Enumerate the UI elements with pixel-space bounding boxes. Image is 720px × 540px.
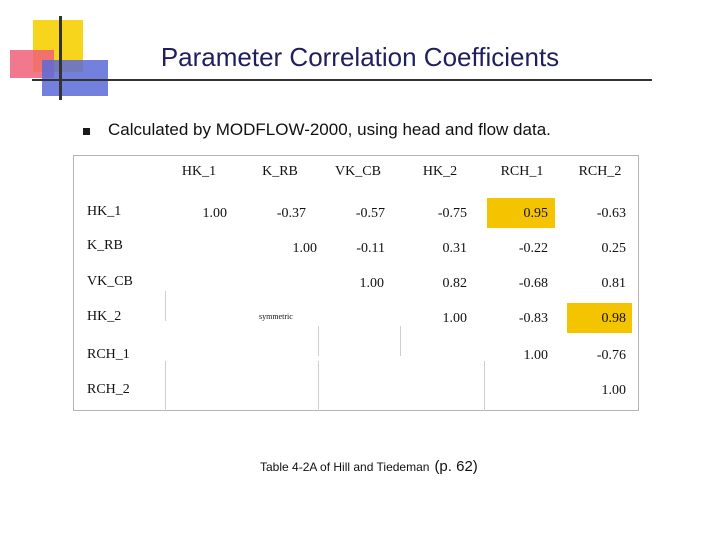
cell-hk1-vkcb: -0.57 <box>355 206 385 221</box>
row-header-rch1: RCH_1 <box>87 347 130 362</box>
column-header-rch1: RCH_1 <box>500 164 544 179</box>
column-header-rch2: RCH_2 <box>578 164 622 179</box>
row-header-vkcb: VK_CB <box>87 274 133 289</box>
row-header-hk2: HK_2 <box>87 309 122 324</box>
page-title: Parameter Correlation Coefficients <box>160 42 560 72</box>
cell-hk2-hk2: 1.00 <box>442 311 468 326</box>
grid-divider <box>165 291 166 321</box>
cell-hk1-hk1: 1.00 <box>202 206 228 221</box>
cell-rch2-rch2: 1.00 <box>601 383 627 398</box>
row-header-rch2: RCH_2 <box>87 382 130 397</box>
cell-vkcb-rch2: 0.81 <box>601 276 627 291</box>
caption-page: (p. 62) <box>434 458 478 475</box>
cell-rch1-rch1: 1.00 <box>523 348 549 363</box>
decor-horizontal-line <box>32 79 652 81</box>
cell-krb-vkcb: -0.11 <box>356 241 385 256</box>
grid-divider <box>165 361 166 411</box>
cell-hk2-rch1: -0.83 <box>518 311 548 326</box>
cell-hk2-rch2: 0.98 <box>601 311 627 326</box>
column-header-hk2: HK_2 <box>422 164 458 179</box>
symmetric-note: symmetric <box>259 312 293 321</box>
cell-rch1-rch2: -0.76 <box>596 348 626 363</box>
cell-krb-rch1: -0.22 <box>518 241 548 256</box>
cell-krb-hk2: 0.31 <box>442 241 468 256</box>
correlation-table: HK_1 K_RB VK_CB HK_2 RCH_1 RCH_2 HK_1 K_… <box>73 155 639 411</box>
decor-blue-bar <box>42 60 108 96</box>
cell-hk1-rch2: -0.63 <box>596 206 626 221</box>
cell-hk1-krb: -0.37 <box>276 206 306 221</box>
cell-krb-krb: 1.00 <box>292 241 318 256</box>
grid-divider <box>484 361 485 411</box>
bullet-marker <box>83 128 90 135</box>
grid-divider <box>318 326 319 356</box>
highlight-cell-hk2-rch2 <box>567 303 632 333</box>
highlight-cell-hk1-rch1 <box>487 198 555 228</box>
decor-vertical-line <box>59 16 62 100</box>
column-header-krb: K_RB <box>262 164 298 179</box>
column-header-hk1: HK_1 <box>181 164 217 179</box>
grid-divider <box>318 361 319 411</box>
row-header-krb: K_RB <box>87 238 123 253</box>
caption-text: Table 4-2A of Hill and Tiedeman <box>260 460 430 474</box>
bullet-text: Calculated by MODFLOW-2000, using head a… <box>108 120 551 139</box>
cell-hk1-rch1: 0.95 <box>523 206 549 221</box>
cell-krb-rch2: 0.25 <box>601 241 627 256</box>
table-caption: Table 4-2A of Hill and Tiedeman (p. 62) <box>260 458 478 475</box>
cell-vkcb-hk2: 0.82 <box>442 276 468 291</box>
cell-hk1-hk2: -0.75 <box>437 206 467 221</box>
row-header-hk1: HK_1 <box>87 204 122 219</box>
column-header-vkcb: VK_CB <box>335 164 381 179</box>
grid-divider <box>400 326 401 356</box>
cell-vkcb-rch1: -0.68 <box>518 276 548 291</box>
cell-vkcb-vkcb: 1.00 <box>359 276 385 291</box>
